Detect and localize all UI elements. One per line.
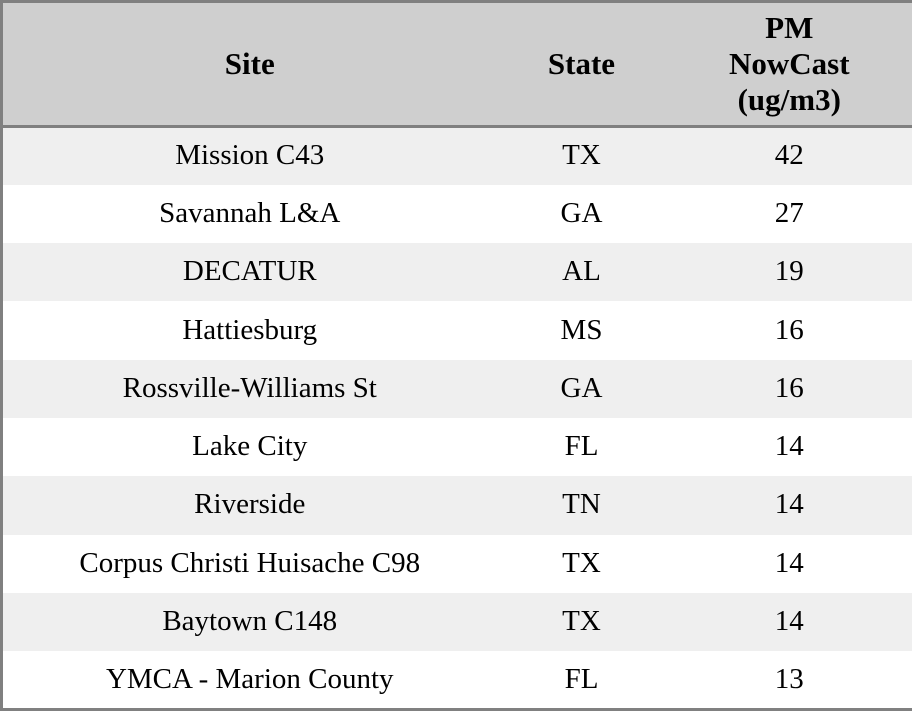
- column-header-site: Site: [1, 1, 497, 128]
- state-cell: TX: [562, 546, 601, 579]
- table-row: Hattiesburg MS 16: [1, 301, 912, 360]
- pm-value-cell: 14: [774, 546, 804, 579]
- site-cell: Corpus Christi Huisache C98: [79, 546, 421, 579]
- table-row: Savannah L&A GA 27: [1, 184, 912, 244]
- pm-value-cell: 27: [774, 197, 804, 229]
- site-cell: Mission C43: [175, 139, 325, 172]
- column-header-state: State: [496, 1, 667, 128]
- table-row: YMCA - Marion County FL 13: [1, 651, 912, 710]
- state-cell: TX: [562, 605, 601, 638]
- table-row: Lake City FL 14: [1, 417, 912, 477]
- pm-value-cell: 16: [774, 371, 804, 404]
- table-row: Riverside TN 14: [1, 476, 912, 535]
- state-cell: GA: [560, 197, 603, 229]
- header-row: Site State PM NowCast (ug/m3): [1, 1, 912, 128]
- site-cell: DECATUR: [182, 255, 317, 288]
- state-cell: GA: [560, 371, 603, 404]
- site-cell: Lake City: [192, 430, 308, 463]
- table-header: Site State PM NowCast (ug/m3): [1, 1, 912, 128]
- table-row: DECATUR AL 19: [1, 243, 912, 302]
- site-cell: Rossville-Williams St: [122, 371, 377, 404]
- pm-header-line-1: PM: [765, 9, 814, 45]
- pm-value-cell: 14: [774, 605, 804, 638]
- pm-header-line-2: NowCast: [728, 45, 850, 81]
- state-cell: FL: [564, 662, 599, 695]
- state-cell: TX: [562, 139, 601, 172]
- pm-header-line-3: (ug/m3): [737, 82, 841, 118]
- pm-value-cell: 14: [774, 488, 804, 521]
- table-body: Mission C43 TX 42 Savannah L&A GA 27 DEC…: [1, 126, 912, 710]
- site-cell: Riverside: [194, 488, 306, 521]
- table-row: Baytown C148 TX 14: [1, 592, 912, 652]
- pm-value-cell: 19: [774, 255, 804, 288]
- state-cell: FL: [564, 430, 599, 463]
- table-row: Corpus Christi Huisache C98 TX 14: [1, 534, 912, 593]
- site-cell: Hattiesburg: [182, 313, 318, 346]
- site-cell: Savannah L&A: [159, 197, 341, 229]
- pm-value-cell: 13: [774, 662, 804, 695]
- table-row: Rossville-Williams St GA 16: [1, 359, 912, 418]
- column-header-pm-nowcast: PM NowCast (ug/m3): [666, 1, 912, 128]
- state-cell: MS: [560, 313, 603, 346]
- site-cell: YMCA - Marion County: [105, 662, 394, 695]
- table-row: Mission C43 TX 42: [1, 126, 912, 185]
- state-cell: TN: [562, 488, 601, 521]
- pm-value-cell: 42: [774, 139, 804, 172]
- site-cell: Baytown C148: [162, 605, 338, 638]
- state-cell: AL: [562, 255, 601, 288]
- pm-value-cell: 14: [774, 430, 804, 463]
- pm-value-cell: 16: [774, 313, 804, 346]
